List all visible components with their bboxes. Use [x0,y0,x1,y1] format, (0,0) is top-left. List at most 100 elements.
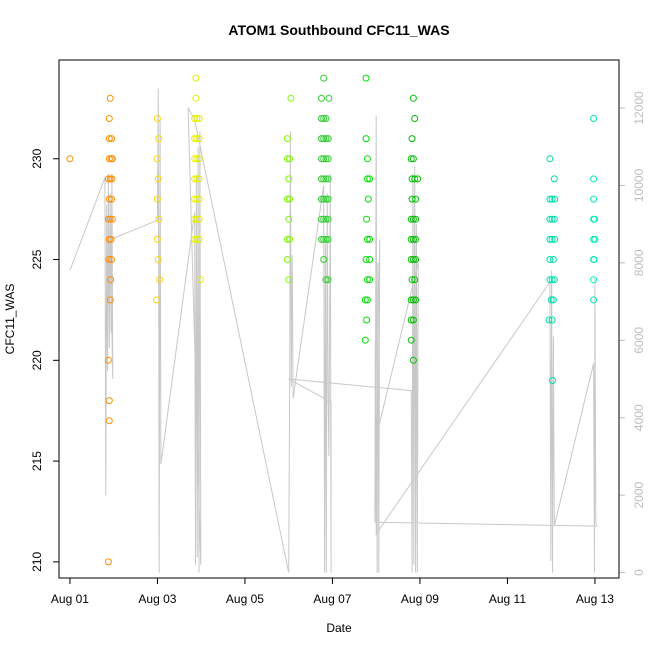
data-point [105,417,113,425]
data-point [407,215,415,223]
data-point [324,135,332,143]
data-point [195,115,203,122]
data-point [191,195,199,203]
data-point [408,195,416,203]
data-point [407,256,415,263]
data-point [286,195,294,203]
data-point [108,195,115,203]
data-point [363,175,371,183]
data-point [590,175,598,183]
data-point [362,135,370,143]
data-point [322,235,330,243]
data-point [153,155,161,163]
data-point [407,296,415,304]
data-point [193,195,201,203]
data-point [546,215,554,223]
data-point [412,296,420,304]
data-point [363,215,371,223]
data-point [286,235,294,243]
data-point [363,235,371,243]
scatter-series-3 [283,94,295,284]
data-point [318,215,325,223]
x-tick-label: Aug 13 [576,592,614,606]
y2-tick-label: 6000 [632,327,646,354]
data-point [283,155,291,163]
data-point [320,256,328,263]
data-point [361,296,369,304]
data-point [325,94,333,102]
data-point [318,94,325,102]
data-point [547,296,555,304]
data-point [104,356,112,364]
data-point [320,215,328,223]
data-point [546,276,554,284]
data-point [283,235,291,243]
data-point [591,215,598,223]
data-point [549,296,557,304]
data-point [409,316,417,324]
data-point [366,256,374,263]
scatter-series-0 [66,94,116,566]
data-point [322,276,330,284]
data-point [550,175,558,183]
data-point [320,74,328,82]
data-point [318,155,325,163]
data-point [153,115,161,122]
data-point [153,235,161,243]
data-point [193,235,201,243]
y2-tick-label: 2000 [632,481,646,508]
data-point [590,115,598,122]
data-point [366,276,374,284]
data-point [191,115,199,122]
data-point [322,215,330,223]
data-point [322,195,330,203]
data-point [414,175,422,183]
data-point [196,276,204,284]
data-point [324,175,332,183]
data-point [192,94,200,102]
x-axis-label: Date [326,621,352,635]
data-point [412,256,420,263]
data-point [407,235,415,243]
scatter-series-7 [545,155,559,384]
data-point [193,215,201,223]
data-point [363,155,371,163]
data-point [193,155,201,163]
data-point [546,256,554,263]
data-point [108,256,115,263]
data-point [412,215,420,223]
data-point [411,115,419,122]
data-point [106,215,114,223]
data-point [287,94,295,102]
y2-tick-label: 10000 [632,168,646,202]
points-layer [66,74,599,566]
x-tick-label: Aug 05 [226,592,264,606]
data-point [548,316,556,324]
plot-frame [58,59,620,579]
data-point [318,175,325,183]
data-point [108,175,116,183]
data-point [548,276,556,284]
data-point [191,135,199,143]
data-point [322,155,330,163]
data-point [409,94,417,102]
data-point [409,235,417,243]
data-point [362,256,370,263]
data-point [193,175,201,183]
data-point [546,155,554,163]
data-point [407,155,415,163]
data-point [195,175,203,183]
scatter-series-2 [191,74,204,284]
data-point [318,115,325,122]
data-point [156,276,164,284]
data-point [195,155,203,163]
data-point [324,235,332,243]
data-point [549,256,557,263]
data-point [320,175,328,183]
data-point [108,215,116,223]
data-point [409,155,417,163]
data-point [195,235,203,243]
data-point [324,215,332,223]
data-point [409,256,417,263]
